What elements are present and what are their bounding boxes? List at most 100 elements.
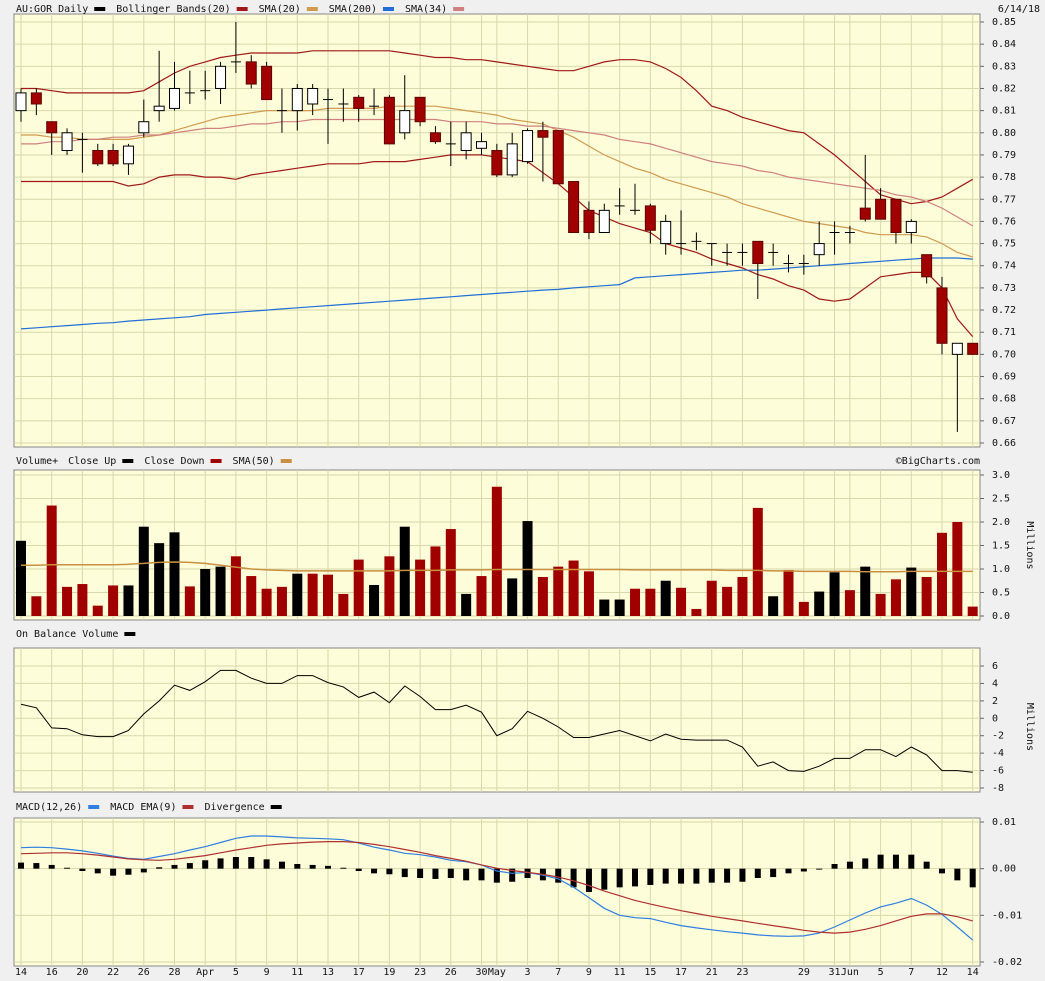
- y-tick-label: 3.0: [992, 470, 1010, 481]
- bar: [445, 529, 456, 616]
- divergence-bar: [923, 861, 930, 869]
- line: [20, 835, 974, 941]
- x-tick-label: 23: [736, 967, 748, 978]
- divergence-bar: [186, 863, 193, 869]
- divergence-bar: [493, 868, 500, 883]
- x-tick-label: 20: [76, 967, 88, 978]
- y-tick-label: 6: [992, 661, 998, 672]
- bar: [507, 578, 518, 616]
- y-tick-label: 0.72: [992, 305, 1016, 316]
- candle-body: [46, 121, 58, 134]
- divergence-bar: [693, 868, 700, 884]
- divergence-bar: [555, 868, 562, 883]
- candle-body: [936, 287, 948, 344]
- bar: [261, 588, 272, 616]
- divergence-bar: [217, 858, 224, 869]
- divergence-bar: [48, 864, 55, 869]
- x-tick-label: 14: [15, 967, 27, 978]
- candle-body: [598, 209, 610, 233]
- bar: [230, 556, 241, 616]
- x-tick-label: 28: [168, 967, 180, 978]
- legend-label: MACD EMA(9): [110, 802, 176, 813]
- y-tick-label: 0.77: [992, 194, 1016, 205]
- candle-body: [414, 96, 426, 123]
- candle-body: [890, 198, 902, 233]
- candle-body: [660, 220, 672, 245]
- y-tick-label: -0.01: [992, 910, 1022, 921]
- candle-body: [460, 132, 472, 152]
- divergence-bar: [18, 862, 24, 869]
- divergence-bar: [371, 868, 378, 874]
- bar: [476, 576, 487, 616]
- candle-body: [491, 150, 503, 176]
- y-tick-label: -6: [992, 766, 1004, 777]
- bar: [353, 559, 364, 616]
- bar: [706, 580, 717, 616]
- x-tick-label: 7: [555, 967, 561, 978]
- candle-body: [568, 181, 580, 233]
- x-tick-label: 11: [614, 967, 626, 978]
- bar: [599, 599, 610, 616]
- candle-body: [15, 92, 27, 112]
- y-tick-label: 0.83: [992, 61, 1016, 72]
- bar: [875, 593, 886, 616]
- divergence-bar: [785, 868, 792, 874]
- candle-body: [307, 87, 319, 105]
- bar: [921, 576, 932, 616]
- bar: [630, 588, 640, 616]
- x-tick-label: 31: [829, 967, 841, 978]
- divergence-bar: [616, 868, 623, 888]
- candle-body: [813, 243, 825, 256]
- bar: [768, 596, 779, 616]
- candle-body: [951, 342, 963, 355]
- candle-body: [552, 130, 564, 185]
- divergence-bar: [724, 868, 731, 883]
- bar: [338, 593, 349, 616]
- divergence-bar: [64, 867, 71, 869]
- x-tick-label: 30: [475, 967, 487, 978]
- bar: [46, 505, 57, 616]
- candle-body: [245, 61, 257, 85]
- divergence-bar: [892, 854, 899, 869]
- candle-body: [476, 141, 487, 149]
- bar: [276, 586, 287, 616]
- x-tick-label: 11: [291, 967, 303, 978]
- x-tick-label: 12: [936, 967, 948, 978]
- candle-body: [506, 143, 518, 176]
- y-tick-label: -2: [992, 731, 1004, 742]
- divergence-bar: [708, 868, 715, 883]
- y-tick-label: 0.01: [992, 817, 1016, 828]
- line: [20, 669, 973, 773]
- legend-label: Close Down: [144, 456, 204, 467]
- legend-label: MACD(12,26): [16, 802, 82, 813]
- candle-body: [169, 87, 180, 109]
- bar: [660, 580, 671, 616]
- y-tick-label: 0.69: [992, 372, 1016, 383]
- divergence-bar: [340, 867, 347, 869]
- divergence-bar: [754, 868, 761, 878]
- bar: [691, 608, 702, 616]
- bar: [645, 588, 656, 616]
- candle-body: [261, 65, 273, 101]
- bar: [430, 546, 441, 616]
- divergence-bar: [33, 863, 40, 869]
- bar: [553, 566, 564, 616]
- divergence-bar: [632, 868, 638, 887]
- y-tick-label: 0.76: [992, 216, 1016, 227]
- divergence-bar: [156, 867, 163, 869]
- candle-body: [429, 132, 441, 143]
- x-tick-label: 15: [644, 967, 656, 978]
- divergence-bar: [570, 868, 577, 888]
- divergence-bar: [509, 868, 516, 882]
- legend-label: SMA(20): [259, 4, 301, 15]
- x-tick-label: 17: [353, 967, 365, 978]
- x-tick-label: 3: [525, 967, 531, 978]
- divergence-bar: [862, 858, 869, 869]
- legend-label: Bollinger Bands(20): [116, 4, 230, 15]
- legend-swatch: [270, 805, 282, 809]
- bar: [123, 585, 134, 616]
- x-tick-label: 7: [908, 967, 914, 978]
- divergence-bar: [816, 868, 823, 870]
- legend-swatch: [453, 7, 465, 11]
- candle-body: [875, 198, 887, 220]
